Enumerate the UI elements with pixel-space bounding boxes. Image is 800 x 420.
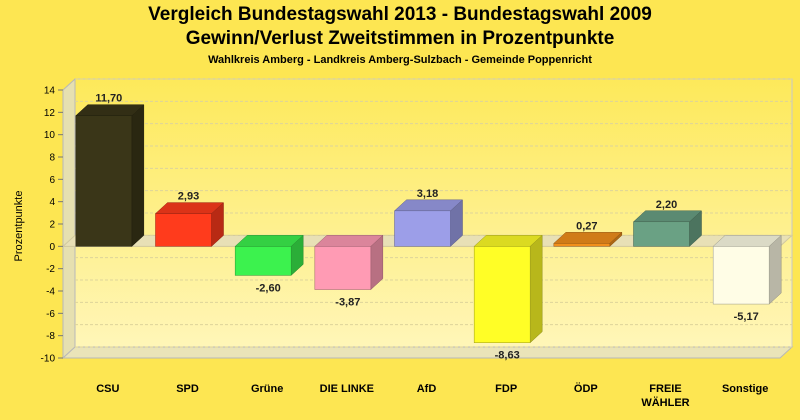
- bars: 11,70 2,93 -2,60 -3,87 3,18 -8,63 0,27 2,20 -5,1…: [75, 93, 782, 362]
- y-tick-label: 8: [49, 153, 55, 164]
- bar-fdp: [473, 234, 543, 344]
- bar-top: [393, 199, 464, 212]
- bar-top: [473, 235, 543, 247]
- x-tick-label: FREIE WÄHLER: [641, 383, 689, 409]
- x-tick-label: CSU: [96, 383, 119, 395]
- bar-sonstige: [712, 234, 782, 305]
- bar-die-linke: [314, 234, 384, 291]
- y-tick-label: -10: [41, 354, 56, 365]
- y-tick-label: 12: [44, 108, 56, 119]
- chart-subtitle: Gewinn/Verlust Zweitstimmen in Prozentpu…: [185, 28, 615, 49]
- bar-front: [234, 246, 292, 276]
- y-tick-label: 2: [49, 220, 55, 231]
- x-tick-label: DIE LINKE: [320, 383, 374, 395]
- bar-front: [473, 246, 531, 343]
- y-tick-label: 0: [49, 242, 55, 253]
- bar-csu: [75, 104, 145, 247]
- y-tick-label: 14: [44, 86, 56, 97]
- x-tick-label: ÖDP: [574, 382, 598, 395]
- bar-value-label: -3,87: [335, 297, 360, 309]
- bar-front: [633, 221, 690, 247]
- bar-value-label: 2,93: [178, 191, 199, 203]
- bar-front: [394, 210, 451, 247]
- bar-side: [131, 104, 145, 247]
- x-tick-label: AfD: [417, 383, 437, 395]
- x-tick-label: SPD: [176, 383, 199, 395]
- bar-top: [712, 235, 782, 247]
- bar-value-label: -5,17: [734, 311, 759, 323]
- y-tick-label: -4: [46, 287, 55, 298]
- bar-top: [154, 202, 225, 214]
- bar-value-label: 3,18: [417, 188, 438, 200]
- bar-value-label: -8,63: [495, 350, 520, 362]
- plot-floor: [61, 346, 794, 359]
- x-axis-labels: CSU SPD Grüne DIE LINKE AfD FDP ÖDP FREIE WÄHLER…: [96, 382, 768, 409]
- y-tick-label: 6: [49, 175, 55, 186]
- x-tick-label: Grüne: [251, 383, 283, 395]
- bar-value-label: 0,27: [576, 220, 597, 232]
- y-axis-ticks: 14 12 10 8 6 4 2 0 -2 -4 -6 -8 -10: [41, 86, 63, 365]
- y-tick-label: -8: [46, 331, 55, 342]
- plot-side-wall: [62, 77, 76, 360]
- bar-front: [75, 115, 133, 247]
- bar-value-label: 2,20: [656, 199, 677, 211]
- bar-afd: [393, 199, 464, 247]
- bar-top: [234, 235, 304, 247]
- bar-top: [314, 235, 384, 247]
- bar-front: [712, 246, 770, 305]
- bar-spd: [154, 202, 225, 247]
- x-tick-label: Sonstige: [722, 383, 768, 395]
- y-tick-label: -2: [46, 264, 55, 275]
- bar-top: [632, 210, 703, 223]
- y-tick-label: 4: [49, 197, 55, 208]
- bar-top: [75, 104, 145, 116]
- bar-value-label: 11,70: [95, 93, 122, 105]
- bar-value-label: -2,60: [256, 282, 281, 294]
- bar-front: [155, 213, 212, 247]
- bar-top: [553, 232, 623, 244]
- bar-grüne: [234, 234, 304, 276]
- chart-title: Vergleich Bundestagswahl 2013 - Bundesta…: [148, 4, 652, 25]
- bar-front: [553, 243, 611, 247]
- bar-ödp: [553, 231, 623, 247]
- y-tick-label: -6: [46, 309, 55, 320]
- x-tick-label: FDP: [495, 383, 517, 395]
- y-axis-label: Prozentpunkte: [13, 191, 25, 262]
- bar-side: [529, 234, 543, 344]
- y-tick-label: 10: [44, 130, 56, 141]
- bar-side: [768, 234, 782, 305]
- chart-caption: Wahlkreis Amberg - Landkreis Amberg-Sulz…: [208, 54, 592, 66]
- bar-front: [314, 246, 372, 290]
- bar-freie-wähler: [632, 210, 703, 247]
